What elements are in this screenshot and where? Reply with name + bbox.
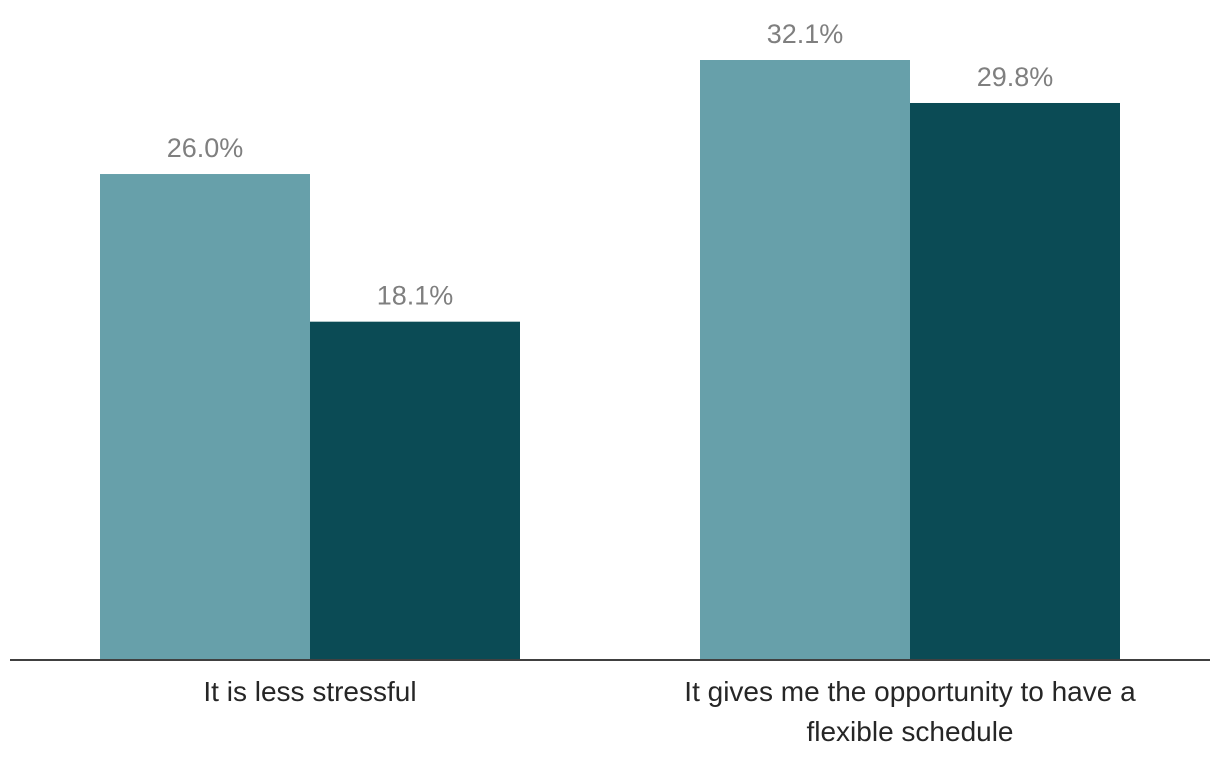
bar-cat0-series1 (310, 321, 520, 660)
category-label-1-line-1: flexible schedule (806, 716, 1013, 747)
bars-group (100, 60, 1120, 661)
bar-cat0-series0 (100, 174, 310, 661)
category-labels-group: It is less stressful It gives me the oppo… (203, 676, 1136, 747)
value-label-cat1-series1: 29.8% (977, 62, 1054, 92)
value-label-cat0-series0: 26.0% (167, 133, 244, 163)
category-label-0-line-0: It is less stressful (203, 676, 416, 707)
value-label-cat0-series1: 18.1% (377, 281, 454, 311)
value-label-cat1-series0: 32.1% (767, 19, 844, 49)
bar-cat1-series1 (910, 102, 1120, 660)
bar-cat1-series0 (700, 60, 910, 660)
category-label-1-line-0: It gives me the opportunity to have a (684, 676, 1136, 707)
value-labels-group: 26.0% 18.1% 32.1% 29.8% (167, 19, 1054, 311)
